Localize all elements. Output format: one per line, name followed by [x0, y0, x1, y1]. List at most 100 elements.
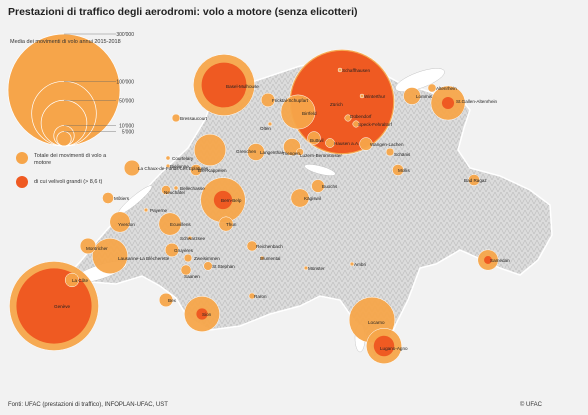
legend-large-swatch: [16, 176, 28, 188]
airport-total-neuchatel: [161, 185, 171, 195]
airport-total-altenrhein: [427, 83, 437, 93]
airport-total-yverdon: [109, 211, 131, 233]
airport-label-st-gallen-altenrhein: St.Gallen-Altenrhein: [456, 99, 498, 104]
airport-total-buochs: [311, 179, 325, 193]
airport-label-altenrhein: Altenrhein: [436, 86, 457, 91]
airport-label-courtelary: Courtelary: [172, 156, 194, 161]
airport-label-thun: Thun: [226, 222, 237, 227]
airport-total-munster: [303, 265, 309, 271]
airport-total-bressaucourt: [171, 113, 181, 123]
airport-total-langenthal: [247, 143, 265, 161]
airport-label-bellechasse: Bellechasse: [180, 186, 205, 191]
airport-label-motiers: Môtiers: [114, 196, 130, 201]
airport-total-mollis: [392, 164, 404, 176]
airport-label-basel-mulhouse: Basel-Mulhouse: [226, 84, 259, 89]
airport-label-biel-kappelen: Biel-Kappelen: [198, 168, 227, 173]
airport-label-zweisimmen: Zweisimmen: [194, 256, 220, 261]
airport-symbols: [9, 49, 499, 364]
airport-label-sion: Sion: [202, 312, 212, 317]
airport-label-schaffhausen: Schaffhausen: [342, 68, 370, 73]
airport-label-bad-ragaz: Bad Ragaz: [464, 178, 487, 183]
airport-label-yverdon: Yverdon: [118, 222, 135, 227]
airport-total-ecuvillens: [158, 212, 182, 236]
airport-labels: Schaffhausen Basel-Mulhouse Fricktal-Schup…: [54, 68, 510, 351]
airport-label-ambri: Ambri: [354, 262, 366, 267]
airport-total-saanen: [180, 264, 192, 276]
airport-total-bad-ragaz: [468, 174, 480, 186]
airport-label-bressaucourt: Bressaucourt: [180, 116, 208, 121]
airport-label-geneve: Genève: [54, 304, 71, 309]
legend-scale-label-0: 300'000: [116, 32, 134, 38]
airport-total-luzern-beromunster: [296, 148, 304, 156]
airport-label-langenthal: Langenthal: [260, 150, 283, 155]
airport-total-la-chaux-de-fonds-les-eplatures: [123, 159, 141, 177]
airport-label-bex: Bex: [168, 298, 177, 303]
airport-label-luzern-beromunster: Luzern-Beromünster: [300, 153, 342, 158]
airport-total-hausen-a-a: [325, 138, 335, 148]
airport-label-la-cote: La Côte: [72, 278, 89, 283]
airport-total-blumental: [259, 255, 265, 261]
airport-total-courtelary: [165, 155, 171, 161]
airport-total-lommis: [403, 87, 421, 105]
airport-large-basel-mulhouse: [201, 62, 247, 108]
airport-total-st-stephan: [203, 261, 213, 271]
airport-label-la-chaux-de-fonds-les-eplatures: La Chaux-de-Fonds-Les Eplatures: [138, 166, 209, 171]
airport-label-grenchen: Grenchen: [236, 149, 257, 154]
airport-label-kagiswil: Kägiswil: [304, 196, 321, 201]
airport-total-motiers: [102, 192, 114, 204]
airport-large-geneve: [16, 268, 92, 344]
airport-total-schanis: [385, 147, 395, 157]
airport-total-dubendorf: [344, 114, 352, 122]
airport-total-triengen: [283, 138, 301, 156]
source-note: Fonti: UFAC (prestazioni di traffico), I…: [8, 402, 168, 408]
airport-total-bellechasse: [173, 185, 179, 191]
airport-total-lausanne-la-blecherette: [92, 238, 128, 274]
airport-label-buochs: Buochs: [322, 184, 338, 189]
airport-label-lausanne-la-blecherette: Lausanne-La Blécherette: [118, 256, 170, 261]
airport-large-lugano-agno: [373, 335, 395, 357]
airport-total-birrfeld: [280, 94, 316, 130]
legend-subtitle: Media dei movimenti di volo annui 2015-2…: [10, 39, 121, 45]
airport-label-hausen-a-a: Hausen a.A.: [334, 141, 359, 146]
airport-large-zurich: [290, 50, 394, 154]
airport-total-gruyeres: [164, 242, 180, 258]
airport-label-zurich: Zürich: [330, 102, 343, 107]
airport-label-mollis: Mollis: [398, 168, 410, 173]
airport-total-ambri: [349, 261, 355, 267]
airport-large-st-gallen-altenrhein: [441, 96, 455, 110]
airport-large-bern-belp: [213, 190, 233, 210]
airport-label-speck-fehraltorf: Speck-Fehraltorf: [358, 122, 393, 127]
legend-scale-label-3: 10'000: [119, 124, 134, 130]
airport-label-lommis: Lommis: [416, 94, 433, 99]
airport-total-biel-kappelen: [190, 164, 202, 176]
airport-label-schanis: Schänis: [394, 152, 411, 157]
legend-scale-label-4: 5'000: [122, 130, 134, 136]
airport-label-winterthur: Winterthur: [364, 94, 386, 99]
airport-total-montricher: [79, 237, 97, 255]
airport-total-raron: [248, 292, 256, 300]
airport-total-zweisimmen: [183, 253, 193, 263]
airport-total-winterthur: [359, 93, 365, 99]
airport-total-thun: [218, 216, 234, 232]
airport-label-bern-belp: Bern-Belp: [221, 198, 242, 203]
copyright: © UFAC: [519, 402, 542, 408]
airport-large-sion: [196, 308, 208, 320]
airport-label-schwarzsee: Schwarzsee: [180, 236, 205, 241]
airport-total-bielienne: [165, 163, 171, 169]
map-title: Prestazioni di traffico degli aerodromi:…: [8, 6, 358, 18]
legend-scale-label-1: 100'000: [116, 79, 134, 85]
airport-label-gruyeres: Gruyères: [174, 248, 194, 253]
airport-total-grenchen: [193, 133, 227, 167]
airport-label-buttwil: Buttwil: [310, 138, 324, 143]
legend-scale-label-2: 50'000: [119, 98, 134, 104]
airport-label-ecuvillens: Ecuvillens: [170, 222, 191, 227]
legend-large-label: di cui velivoli grandi (> 8,6 t): [34, 179, 103, 185]
airport-label-neuchatel: Neuchâtel: [164, 190, 185, 195]
airport-label-locarno: Locarno: [368, 320, 385, 325]
airport-total-speck-fehraltorf: [352, 120, 360, 128]
legend-circle-0: [7, 33, 121, 147]
lake-lucerne: [304, 164, 336, 176]
airport-total-la-cote: [64, 272, 80, 288]
legend-total-swatch: [16, 152, 28, 164]
